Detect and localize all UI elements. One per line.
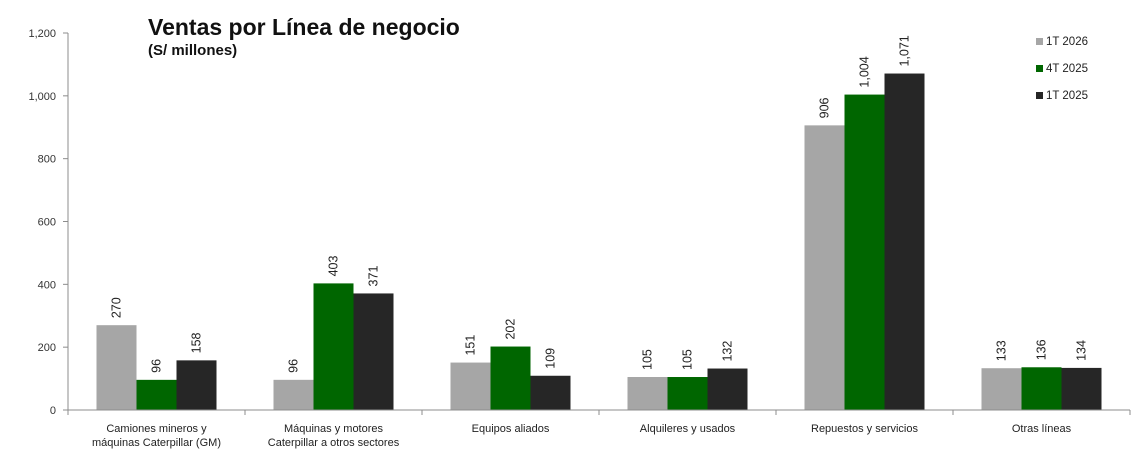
data-labels: 270 96 158 96 403 371 151 202 109 105 105 132 906 1,0… bbox=[110, 35, 1089, 373]
legend-label: 4T 2025 bbox=[1046, 62, 1088, 75]
x-category-label: Alquileres y usados bbox=[640, 423, 736, 435]
data-label: 403 bbox=[327, 255, 341, 276]
bar bbox=[353, 293, 394, 410]
legend-label: 1T 2025 bbox=[1046, 89, 1088, 102]
x-category-label: Equipos aliados bbox=[472, 423, 550, 435]
data-label: 133 bbox=[995, 340, 1009, 361]
y-tick-label: 600 bbox=[38, 217, 56, 229]
x-category-label: máquinas Caterpillar (GM) bbox=[92, 437, 221, 449]
bar bbox=[136, 379, 177, 410]
legend: 1T 2026 4T 2025 1T 2025 bbox=[1036, 28, 1088, 109]
y-tick-label: 400 bbox=[38, 279, 56, 291]
data-label: 132 bbox=[721, 341, 735, 362]
bar bbox=[273, 379, 314, 410]
y-axis: 0 200 400 600 800 1,000 1,200 bbox=[28, 28, 69, 417]
legend-item: 1T 2025 bbox=[1036, 82, 1088, 109]
bar bbox=[667, 377, 708, 410]
data-label: 134 bbox=[1075, 340, 1089, 361]
bars bbox=[96, 73, 1102, 411]
bar bbox=[176, 360, 217, 410]
y-tick-label: 1,200 bbox=[28, 28, 56, 40]
bar bbox=[627, 377, 668, 410]
x-axis: Camiones mineros y máquinas Caterpillar (… bbox=[67, 409, 1131, 449]
bar bbox=[844, 94, 885, 411]
legend-swatch bbox=[1036, 65, 1043, 72]
data-label: 96 bbox=[287, 359, 301, 373]
bar bbox=[96, 325, 137, 410]
x-category-label: Camiones mineros y bbox=[106, 423, 207, 435]
data-label: 136 bbox=[1035, 339, 1049, 360]
y-tick-label: 200 bbox=[38, 342, 56, 354]
bar bbox=[804, 125, 845, 411]
legend-label: 1T 2026 bbox=[1046, 35, 1088, 48]
x-category-label: Repuestos y servicios bbox=[811, 423, 918, 435]
bar bbox=[490, 346, 531, 410]
data-label: 158 bbox=[190, 332, 204, 353]
bar bbox=[1021, 367, 1062, 410]
data-label: 906 bbox=[818, 97, 832, 118]
legend-item: 4T 2025 bbox=[1036, 55, 1088, 82]
x-category-label: Caterpillar a otros sectores bbox=[268, 437, 400, 449]
y-tick-label: 1,000 bbox=[28, 91, 56, 103]
bar bbox=[530, 375, 571, 410]
legend-item: 1T 2026 bbox=[1036, 28, 1088, 55]
data-label: 151 bbox=[464, 335, 478, 356]
data-label: 105 bbox=[681, 349, 695, 370]
data-label: 1,004 bbox=[858, 56, 872, 87]
bar bbox=[450, 362, 491, 410]
data-label: 96 bbox=[150, 359, 164, 373]
bar bbox=[707, 368, 748, 410]
bar bbox=[884, 73, 925, 410]
chart-subtitle: (S/ millones) bbox=[148, 42, 238, 59]
bar bbox=[1061, 367, 1102, 410]
data-label: 1,071 bbox=[898, 35, 912, 66]
data-label: 105 bbox=[641, 349, 655, 370]
y-tick-label: 0 bbox=[50, 405, 56, 417]
data-label: 202 bbox=[504, 319, 518, 340]
chart-title: Ventas por Línea de negocio bbox=[148, 14, 460, 40]
bar bbox=[981, 368, 1022, 410]
y-tick-label: 800 bbox=[38, 154, 56, 166]
legend-swatch bbox=[1036, 38, 1043, 45]
bar bbox=[313, 283, 354, 410]
data-label: 371 bbox=[367, 266, 381, 287]
x-category-label: Otras líneas bbox=[1012, 423, 1072, 435]
data-label: 109 bbox=[544, 348, 558, 369]
legend-swatch bbox=[1036, 92, 1043, 99]
data-label: 270 bbox=[110, 297, 124, 318]
x-category-label: Máquinas y motores bbox=[284, 423, 384, 435]
